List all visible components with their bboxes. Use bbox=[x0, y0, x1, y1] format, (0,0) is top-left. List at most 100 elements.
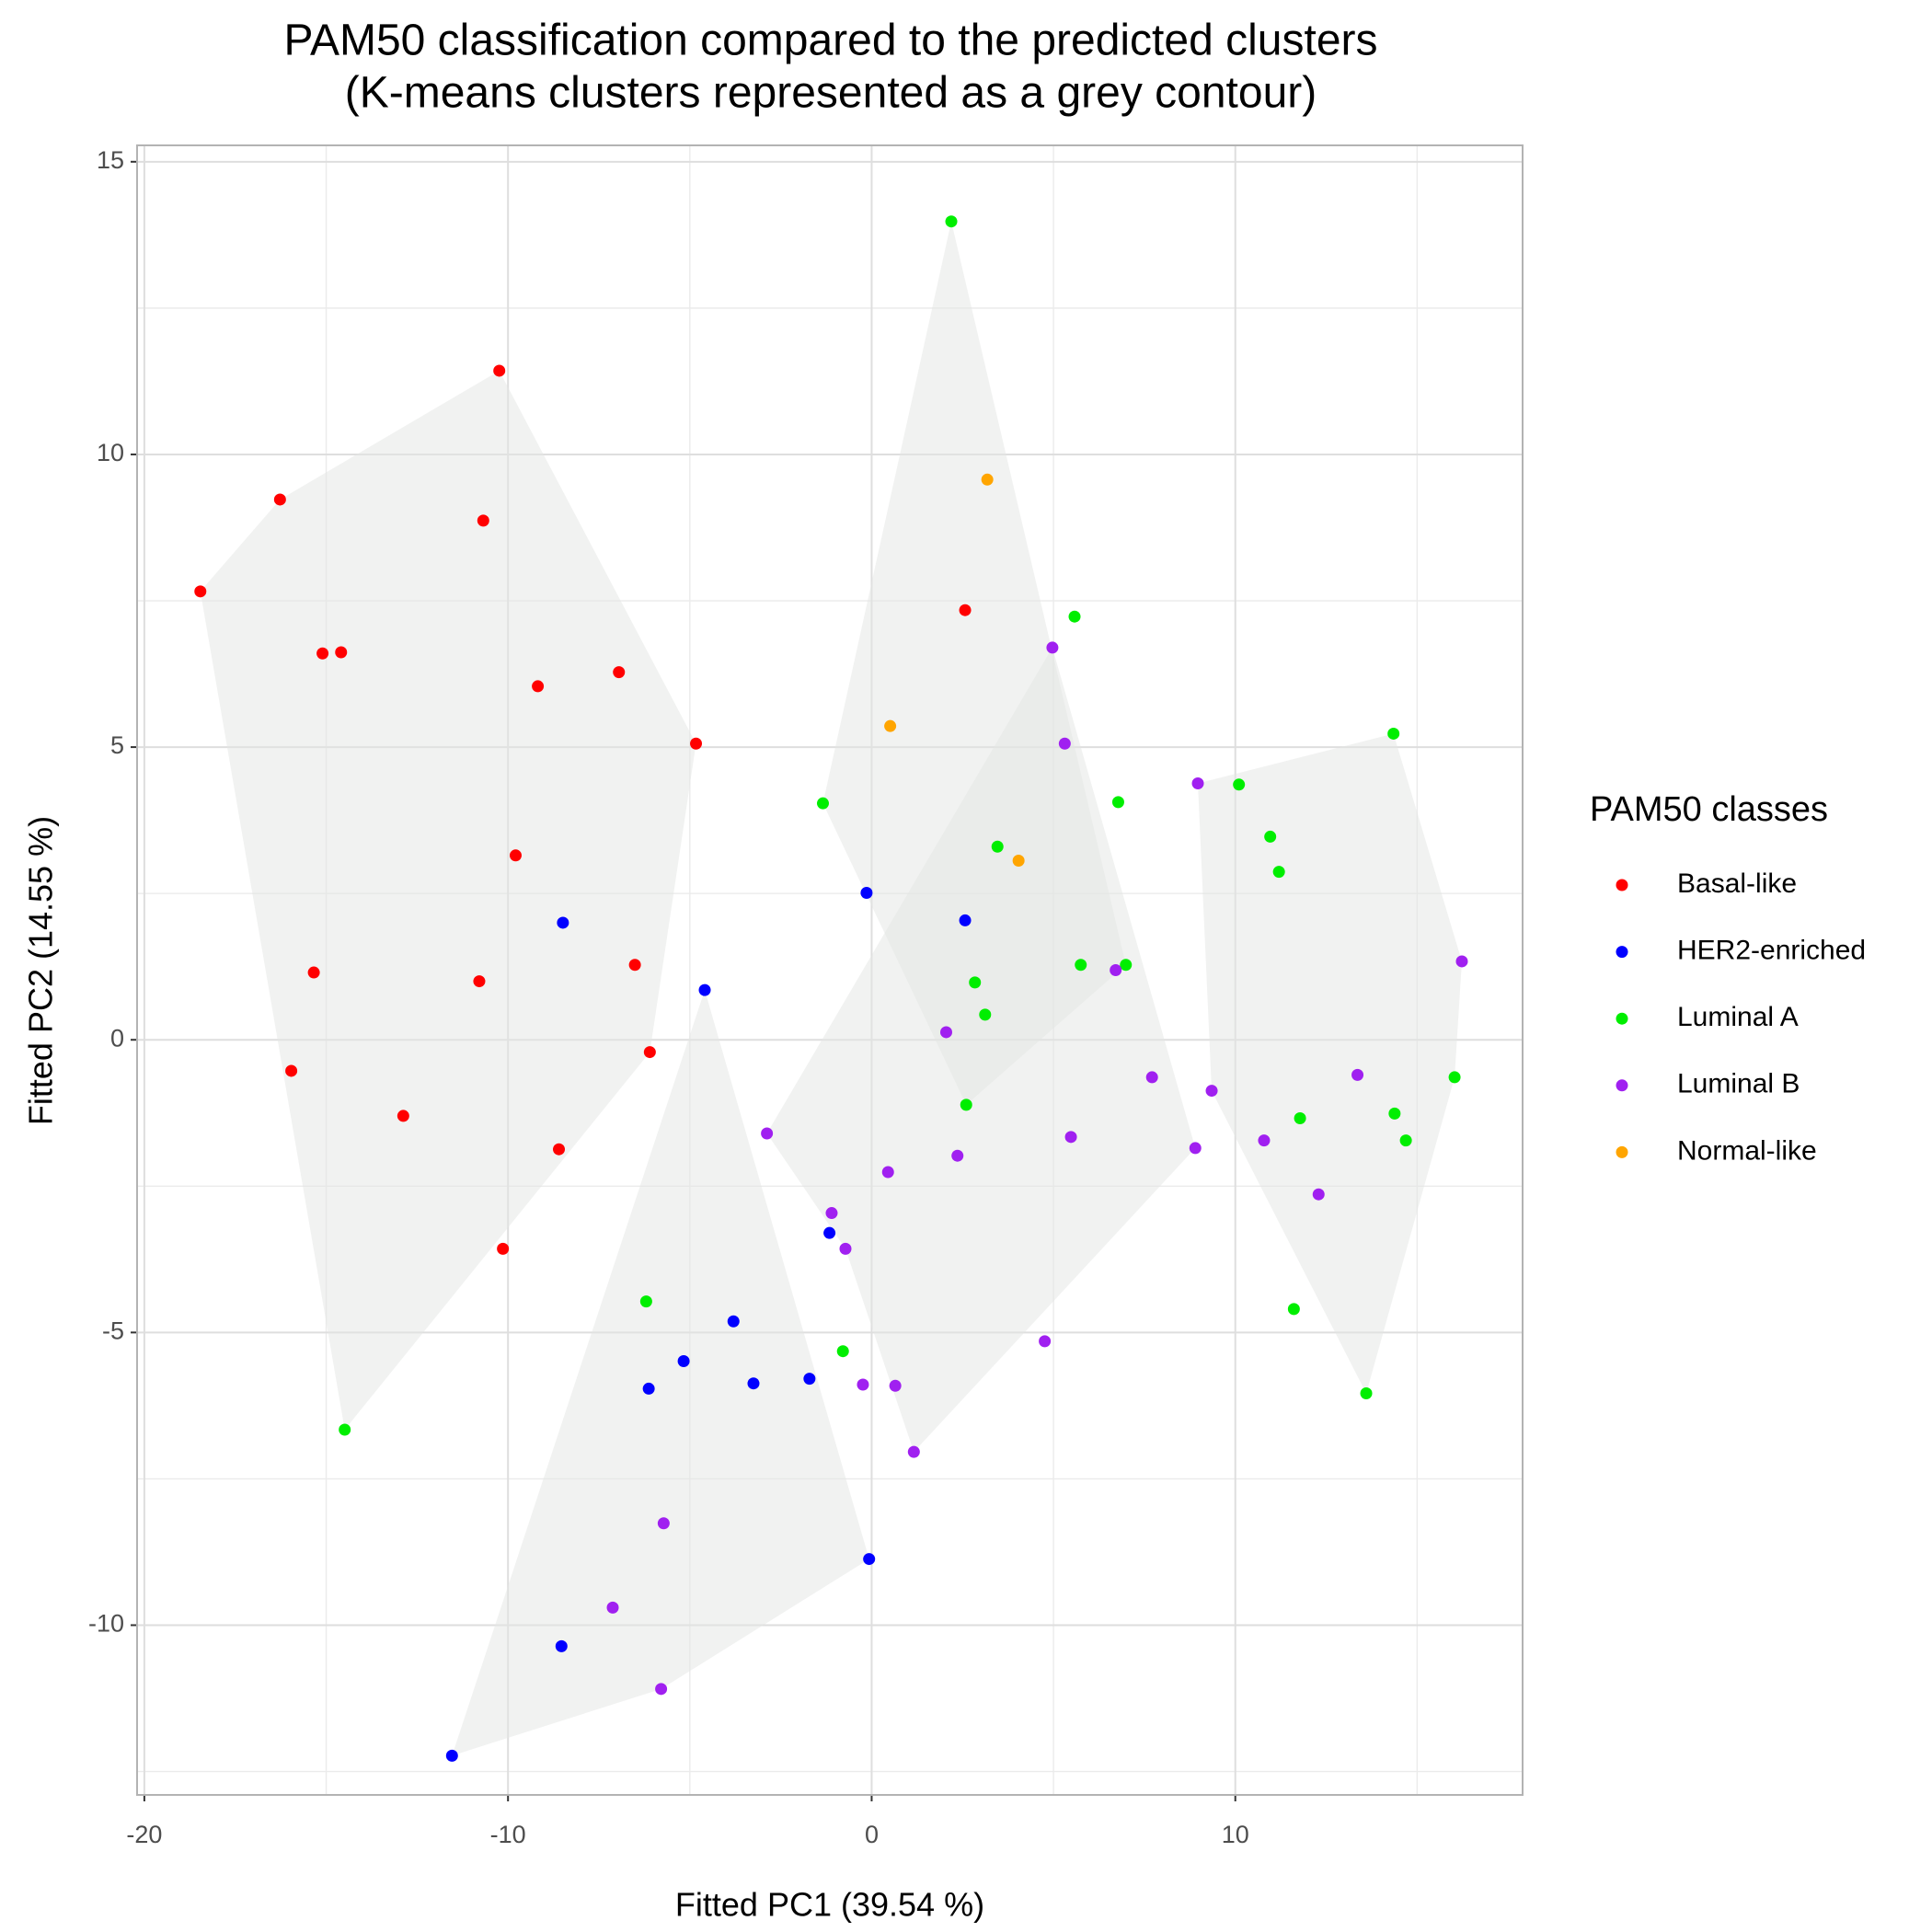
point bbox=[532, 680, 545, 693]
contours bbox=[200, 221, 1462, 1756]
point bbox=[1058, 737, 1071, 750]
point bbox=[839, 1242, 852, 1255]
point bbox=[1258, 1134, 1271, 1147]
y-tick-label: -5 bbox=[102, 1317, 124, 1344]
y-tick-label: 15 bbox=[97, 146, 124, 174]
point bbox=[509, 849, 522, 862]
point bbox=[316, 647, 329, 660]
point bbox=[960, 1098, 972, 1111]
point bbox=[273, 493, 286, 506]
legend-label: Luminal B bbox=[1677, 1069, 1800, 1099]
point bbox=[1388, 1107, 1401, 1120]
point bbox=[1312, 1188, 1325, 1201]
cluster-contour bbox=[452, 990, 869, 1756]
point bbox=[1294, 1111, 1306, 1124]
legend-label: Luminal A bbox=[1677, 1002, 1799, 1032]
point bbox=[1189, 1142, 1202, 1155]
point bbox=[657, 1517, 670, 1530]
point bbox=[1111, 796, 1124, 809]
point bbox=[1110, 964, 1122, 976]
point bbox=[335, 646, 348, 659]
point bbox=[643, 1046, 656, 1059]
panel-border bbox=[136, 144, 1524, 1796]
legend: Basal-like HER2-enriched Luminal A Luminal … bbox=[1616, 868, 1866, 1166]
point bbox=[1205, 1085, 1218, 1098]
point bbox=[857, 1378, 869, 1391]
point bbox=[816, 797, 829, 810]
point bbox=[307, 966, 320, 979]
point bbox=[1264, 830, 1277, 843]
point bbox=[881, 1166, 894, 1179]
point bbox=[959, 604, 972, 616]
point bbox=[1064, 1131, 1077, 1144]
point bbox=[1360, 1387, 1373, 1400]
point bbox=[1272, 866, 1285, 879]
y-axis-label: Fitted PC2 (14.55 %) bbox=[22, 816, 60, 1125]
legend-label: Basal-like bbox=[1677, 868, 1797, 899]
y-tick-label: 0 bbox=[110, 1024, 124, 1052]
point bbox=[194, 585, 207, 598]
point bbox=[959, 914, 972, 926]
point bbox=[655, 1683, 668, 1696]
point bbox=[285, 1064, 298, 1077]
legend-swatch bbox=[1616, 946, 1628, 959]
point bbox=[884, 719, 897, 732]
point bbox=[860, 887, 873, 900]
points bbox=[194, 215, 1468, 1762]
point bbox=[642, 1382, 655, 1395]
point bbox=[1068, 610, 1081, 623]
x-tick-label: 0 bbox=[865, 1821, 879, 1848]
x-axis-label: Fitted PC1 (39.54 %) bbox=[675, 1886, 984, 1924]
point bbox=[677, 1355, 690, 1368]
point bbox=[969, 976, 982, 989]
point bbox=[1039, 1335, 1052, 1348]
point bbox=[991, 840, 1004, 853]
point bbox=[555, 1639, 568, 1652]
legend-swatch bbox=[1616, 879, 1628, 891]
point bbox=[639, 1295, 652, 1308]
point bbox=[907, 1445, 920, 1458]
legend-label: Normal-like bbox=[1677, 1135, 1817, 1166]
point bbox=[1233, 778, 1246, 791]
point bbox=[825, 1207, 838, 1220]
point bbox=[747, 1377, 760, 1390]
point bbox=[497, 1242, 510, 1255]
point bbox=[445, 1749, 458, 1762]
y-tick-label: 10 bbox=[97, 439, 124, 466]
x-tick-label: 10 bbox=[1222, 1821, 1249, 1848]
point bbox=[339, 1423, 351, 1436]
point bbox=[628, 959, 641, 972]
legend-label: HER2-enriched bbox=[1677, 936, 1866, 966]
point bbox=[493, 364, 506, 377]
point bbox=[1046, 641, 1059, 654]
cluster-contour bbox=[200, 370, 696, 1430]
point bbox=[1351, 1068, 1364, 1081]
point bbox=[1399, 1134, 1412, 1147]
point bbox=[1448, 1071, 1461, 1084]
point bbox=[1075, 959, 1087, 972]
point bbox=[1287, 1303, 1300, 1316]
legend-swatch bbox=[1616, 1012, 1628, 1025]
legend-swatch bbox=[1616, 1145, 1628, 1158]
point bbox=[836, 1345, 849, 1358]
legend-title: PAM50 classes bbox=[1590, 790, 1828, 829]
point bbox=[397, 1110, 409, 1122]
x-tick-label: -20 bbox=[126, 1821, 162, 1848]
point bbox=[1191, 777, 1204, 790]
cluster-contour bbox=[1198, 733, 1462, 1394]
point bbox=[945, 215, 958, 228]
point bbox=[1120, 959, 1133, 972]
cluster-contour bbox=[766, 647, 1196, 1453]
point bbox=[473, 975, 486, 988]
point bbox=[606, 1601, 619, 1614]
point bbox=[727, 1315, 740, 1328]
point bbox=[1145, 1071, 1158, 1084]
point bbox=[1387, 727, 1400, 740]
point bbox=[1012, 855, 1025, 868]
point bbox=[939, 1026, 952, 1039]
point bbox=[761, 1127, 774, 1140]
point bbox=[698, 983, 711, 996]
x-tick-label: -10 bbox=[490, 1821, 526, 1848]
point bbox=[979, 1008, 992, 1021]
